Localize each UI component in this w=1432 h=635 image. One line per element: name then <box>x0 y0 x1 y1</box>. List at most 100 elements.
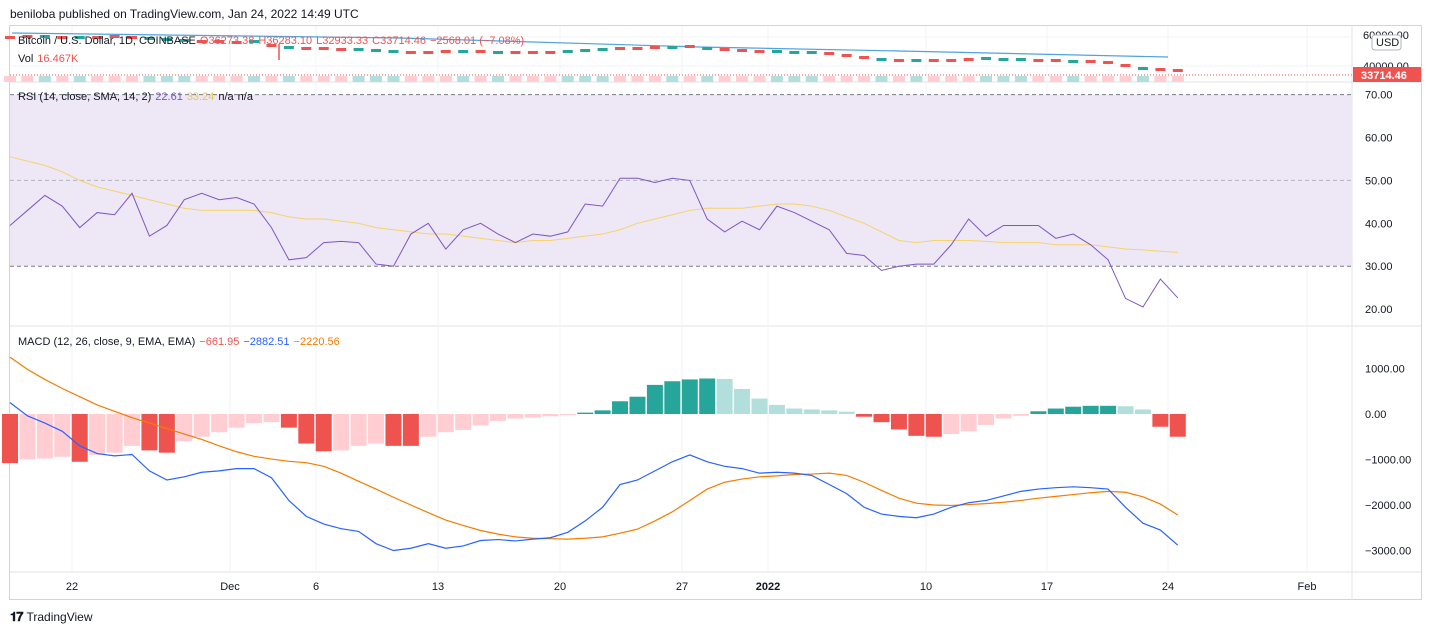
price-candle <box>824 52 835 55</box>
volume-bar <box>561 76 574 82</box>
volume-bar <box>335 76 348 82</box>
price-candle <box>92 36 103 39</box>
macd-histogram-bar <box>420 414 437 437</box>
price-candle <box>301 47 312 50</box>
price-candle <box>562 50 573 53</box>
macd-histogram-bar <box>594 410 611 414</box>
price-candle <box>702 47 713 50</box>
macd-histogram-bar <box>455 414 472 430</box>
volume-bar <box>439 76 452 82</box>
price-candle <box>841 54 852 57</box>
price-candle <box>893 59 904 62</box>
macd-tick-label: −2000.00 <box>1365 500 1411 512</box>
macd-tick-label: −1000.00 <box>1365 455 1411 467</box>
volume-bar <box>997 76 1010 82</box>
price-candle <box>144 37 155 40</box>
macd-histogram-bar <box>263 414 280 423</box>
macd-signal-line <box>9 356 1179 540</box>
low-value: L32933.33 <box>316 35 369 47</box>
volume-bar <box>387 76 400 82</box>
price-candle <box>1068 60 1079 63</box>
macd-tick-label: −3000.00 <box>1365 546 1411 558</box>
macd-histogram-bar <box>176 414 193 442</box>
open-value: O36273.38 <box>199 35 255 47</box>
macd-histogram-bar <box>385 414 402 446</box>
volume-bar <box>108 76 121 82</box>
price-candle <box>1120 64 1131 67</box>
currency-badge <box>1371 34 1402 51</box>
price-candle <box>806 51 817 54</box>
volume-bar <box>666 76 679 82</box>
price-candle <box>39 35 50 38</box>
symbol-name[interactable]: Bitcoin / U.S. Dollar, 1D, COINBASE <box>18 35 196 47</box>
brand-name: TradingView <box>26 610 93 624</box>
price-candle <box>283 46 294 49</box>
price-candle <box>423 51 434 54</box>
price-candle <box>684 45 695 48</box>
price-legend: Bitcoin / U.S. Dollar, 1D, COINBASE O3627… <box>18 35 528 47</box>
macd-histogram-bar <box>838 411 855 414</box>
rsi-tick-label: 40.00 <box>1365 218 1393 230</box>
volume-bar <box>1136 76 1149 82</box>
macd-histogram-bar <box>995 414 1012 419</box>
volume-bar <box>945 76 958 82</box>
price-candle <box>911 59 922 62</box>
rsi-label[interactable]: RSI (14, close, SMA, 14, 2) <box>18 91 152 103</box>
macd-histogram-bar <box>751 398 768 414</box>
macd-histogram-bar <box>472 414 489 426</box>
volume-bar <box>1171 76 1184 82</box>
rsi-band-fill <box>10 94 1352 267</box>
macd-histogram-bar <box>124 414 141 446</box>
rsi-tick-label: 50.00 <box>1365 175 1393 187</box>
volume-bar <box>788 76 801 82</box>
volume-bar <box>823 76 836 82</box>
price-candle <box>57 36 68 39</box>
macd-histogram-bar <box>350 414 367 446</box>
macd-histogram-bar <box>734 388 751 414</box>
x-axis-label: 24 <box>1162 581 1174 593</box>
currency-label: USD <box>1376 37 1399 49</box>
volume-bar <box>980 76 993 82</box>
volume-bar <box>770 76 783 82</box>
volume-bar <box>1014 76 1027 82</box>
x-axis-label: 2022 <box>756 581 780 593</box>
price-candle <box>1137 67 1148 70</box>
price-candle <box>458 50 469 53</box>
volume-bar <box>370 76 383 82</box>
macd-tick-label: 0.00 <box>1365 409 1386 421</box>
footer-brand[interactable]: 𝟏𝟕 TradingView <box>10 609 93 625</box>
macd-histogram-bar <box>943 414 960 435</box>
price-ma-line <box>11 32 1169 58</box>
volume-bar <box>683 76 696 82</box>
macd-histogram-bar <box>437 414 454 433</box>
volume-bar <box>21 76 34 82</box>
volume-bar <box>492 76 505 82</box>
macd-line <box>9 402 1179 552</box>
price-candle <box>388 50 399 53</box>
volume-bar <box>178 76 191 82</box>
macd-histogram-bar <box>315 414 332 452</box>
volume-bar <box>126 76 139 82</box>
price-candle <box>998 58 1009 61</box>
volume-bar <box>875 76 888 82</box>
volume-bar <box>1032 76 1045 82</box>
volume-bar <box>282 76 295 82</box>
macd-label[interactable]: MACD (12, 26, close, 9, EMA, EMA) <box>18 336 196 348</box>
rsi-ma-value: 33.24 <box>186 91 215 103</box>
price-candle <box>1103 61 1114 64</box>
macd-histogram-bar <box>158 414 175 453</box>
rsi-tick-label: 60.00 <box>1365 132 1393 144</box>
macd-histogram-bar <box>821 410 838 414</box>
close-value: C33714.46 <box>372 35 426 47</box>
rsi-value: 22.61 <box>155 91 183 103</box>
high-value: H36283.10 <box>258 35 313 47</box>
macd-histogram-bar <box>890 414 907 430</box>
volume-label[interactable]: Vol <box>18 53 34 65</box>
macd-histogram-bar <box>507 414 524 419</box>
x-axis-label: 27 <box>676 581 688 593</box>
price-candle <box>1085 60 1096 63</box>
macd-histogram-bar <box>768 404 785 414</box>
volume-bar <box>910 76 923 82</box>
macd-histogram-bar <box>908 414 925 436</box>
